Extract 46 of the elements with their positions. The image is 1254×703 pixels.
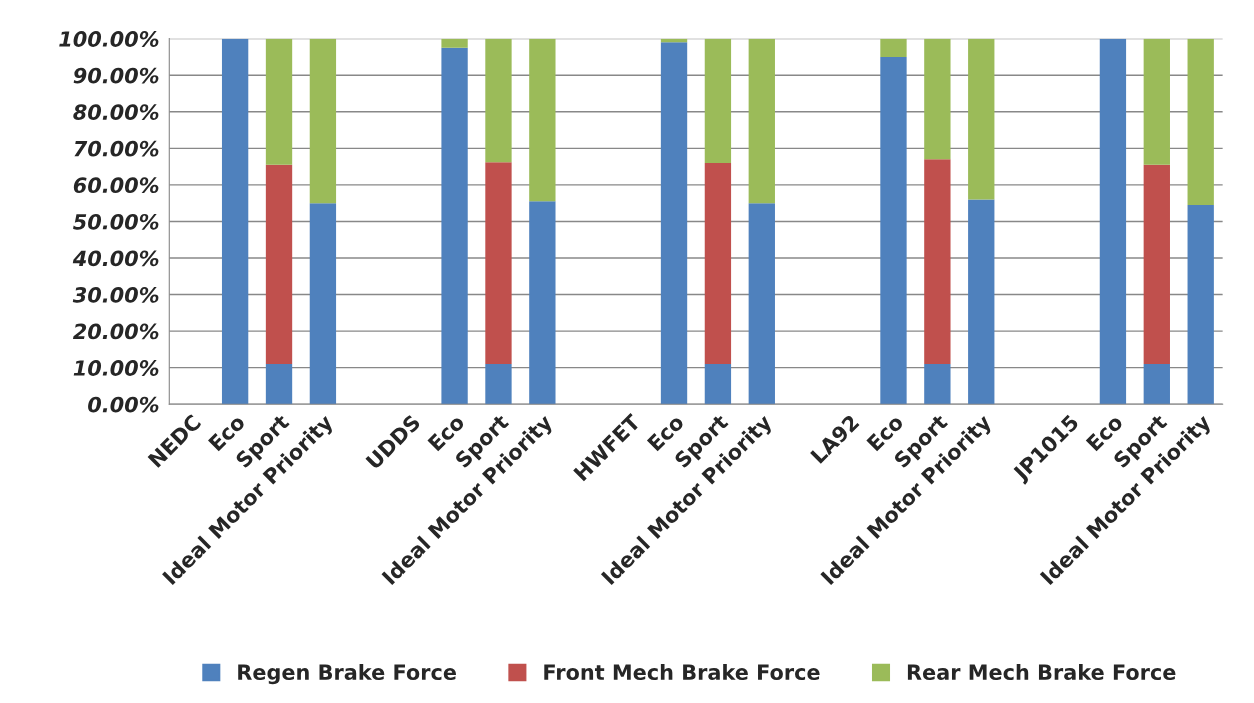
bar	[968, 199, 995, 405]
bar	[1143, 164, 1170, 365]
y-tick-label: 0.00%	[88, 396, 159, 413]
y-tick-label: 20.00%	[72, 323, 159, 340]
bar	[529, 38, 556, 202]
bar	[704, 38, 732, 163]
y-tick-label: 80.00%	[73, 104, 159, 120]
y-tick-label: 60.00%	[73, 177, 159, 194]
bar	[1099, 38, 1127, 405]
bar	[441, 47, 468, 405]
y-tick-label: 40.00%	[72, 250, 159, 267]
bar	[660, 42, 688, 405]
y-tick-label: 90.00%	[73, 67, 159, 84]
bar	[309, 203, 337, 405]
bar	[748, 38, 775, 204]
bar	[880, 56, 907, 405]
legend-label: Regen Brake Force	[238, 663, 456, 685]
bar	[1143, 38, 1170, 165]
legend-label: Front Mech Brake Force	[544, 663, 820, 681]
bar	[441, 38, 468, 48]
bar	[309, 38, 337, 204]
bar	[265, 164, 293, 365]
bar	[265, 364, 293, 405]
bar	[704, 162, 732, 365]
bar	[1187, 204, 1214, 405]
bar	[748, 203, 775, 405]
bar	[968, 38, 995, 200]
bar	[880, 38, 907, 57]
bar	[704, 364, 732, 405]
bar	[924, 159, 951, 365]
y-tick-label: 10.00%	[73, 360, 159, 376]
bar	[485, 364, 512, 405]
y-tick-label: 70.00%	[74, 140, 159, 157]
legend-label: Rear Mech Brake Force	[907, 663, 1176, 681]
y-tick-label: 100.00%	[59, 31, 159, 47]
bar	[1143, 364, 1170, 405]
bar	[924, 364, 951, 405]
bar	[1187, 38, 1214, 205]
bar	[221, 38, 249, 405]
y-tick-label: 50.00%	[73, 213, 159, 230]
y-tick-label: 30.00%	[72, 287, 159, 303]
bar	[485, 38, 512, 163]
bar	[265, 38, 293, 165]
bar	[924, 38, 951, 160]
bar	[485, 162, 512, 365]
bar	[529, 201, 556, 405]
